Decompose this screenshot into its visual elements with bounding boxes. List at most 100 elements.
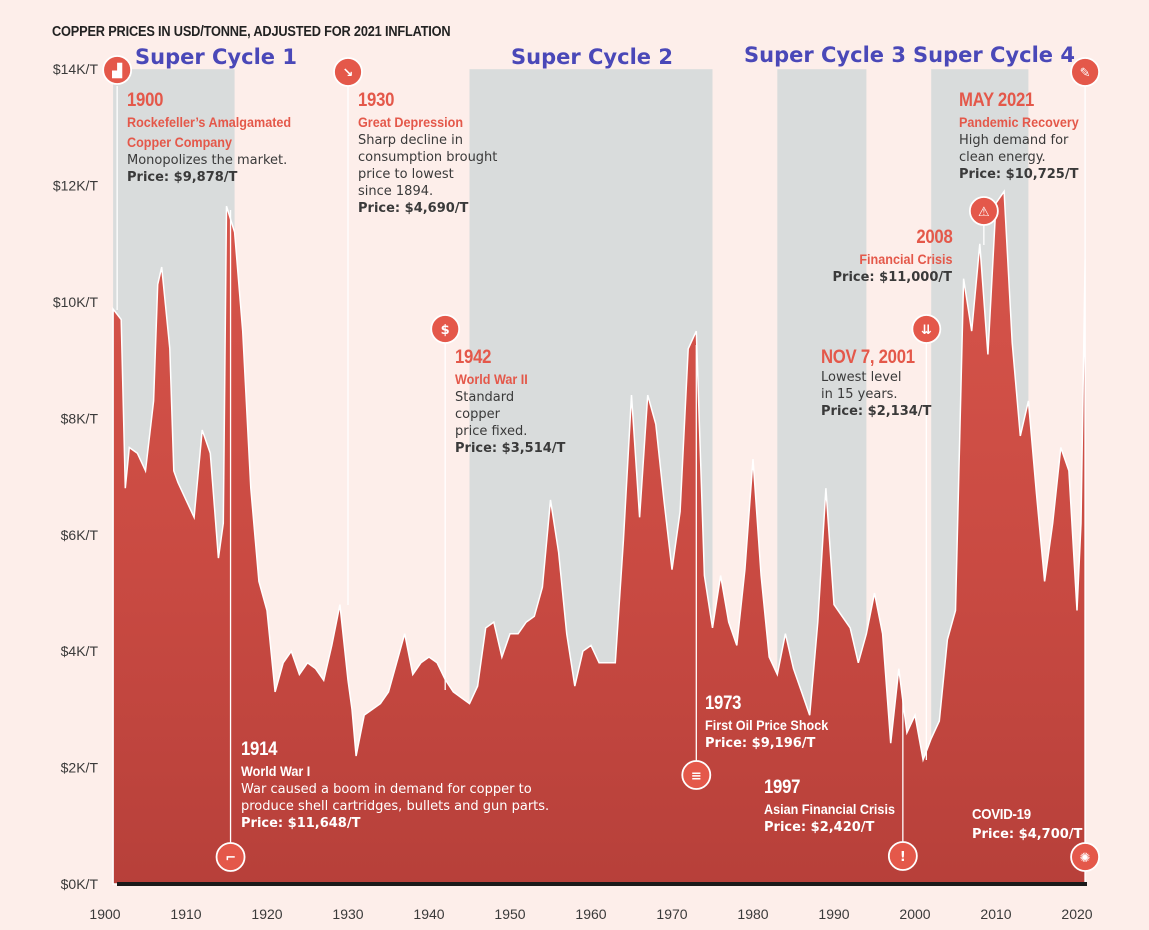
annotation-price: Price: $3,514/T: [455, 441, 566, 456]
annotation-year: 1942: [455, 347, 492, 368]
svg-text:✎: ✎: [1080, 66, 1091, 81]
x-tick-label: 2010: [980, 906, 1011, 922]
annotation-year: 1997: [764, 777, 801, 798]
price-area: [112, 189, 1086, 885]
y-tick-label: $2K/T: [61, 760, 99, 776]
x-tick-label: 1950: [494, 906, 525, 922]
annotation-description: price fixed.: [455, 424, 528, 439]
x-tick-label: 2020: [1061, 906, 1092, 922]
annotation-year: 1973: [705, 693, 742, 714]
annotation-price: Price: $2,134/T: [821, 404, 932, 419]
svg-text:⚠: ⚠: [978, 205, 990, 220]
x-tick-label: 1910: [170, 906, 201, 922]
annotation-price: Price: $4,690/T: [358, 201, 469, 216]
svg-text:⌐: ⌐: [225, 851, 236, 866]
x-tick-label: 1920: [251, 906, 282, 922]
annotation-1973: 1973 First Oil Price Shock Price: $9,196/T: [705, 693, 842, 752]
annotation-year: 1914: [241, 739, 278, 760]
y-tick-label: $8K/T: [61, 410, 99, 426]
x-tick-label: 1940: [413, 906, 444, 922]
annotation-price: Price: $11,000/T: [832, 270, 952, 285]
annotation-event: World War II: [455, 371, 528, 387]
annotation-nov-7-2001: NOV 7, 2001 Lowest level in 15 years. Price…: [821, 347, 931, 420]
x-tick-label: 1960: [575, 906, 606, 922]
annotation-description: Monopolizes the market.: [127, 153, 288, 168]
annotation-year: 1900: [127, 90, 164, 111]
svg-text:▟: ▟: [111, 62, 123, 79]
svg-text:≡: ≡: [691, 769, 702, 784]
annotation-year: 2008: [915, 227, 952, 248]
oil-barrel-icon: ≡: [681, 760, 712, 790]
annotation-year: MAY 2021: [959, 90, 1035, 111]
svg-text:⇊: ⇊: [921, 323, 932, 338]
annotation-event: Asian Financial Crisis: [764, 801, 895, 817]
annotation-description: consumption brought: [358, 150, 498, 165]
x-tick-label: 1970: [656, 906, 687, 922]
alert-icon: !: [887, 841, 918, 871]
warning-icon: ⚠: [968, 196, 999, 226]
factory-icon: ▟: [102, 55, 133, 85]
annotation-event: First Oil Price Shock: [705, 717, 829, 733]
x-tick-label: 1900: [89, 906, 120, 922]
annotation-description: High demand for: [959, 133, 1069, 148]
super-cycle-label-3: Super Cycle 3: [744, 43, 906, 67]
svg-text:!: !: [900, 850, 906, 865]
annotation-description: since 1894.: [358, 184, 434, 199]
annotation-event: Great Depression: [358, 114, 464, 130]
annotation-description: Lowest level: [821, 370, 902, 385]
annotation-price: Price: $9,878/T: [127, 170, 238, 185]
annotation-may-2021: MAY 2021 Pandemic Recovery High demand for…: [959, 90, 1092, 183]
annotation-event-line2: Copper Company: [127, 134, 233, 150]
annotation-event: World War I: [241, 763, 311, 779]
annotation-covid-19: COVID-19 Price: $4,700/T: [972, 804, 1082, 843]
down-arrows-icon: ⇊: [911, 314, 942, 344]
x-tick-label: 1980: [737, 906, 768, 922]
annotation-description: clean energy.: [959, 150, 1046, 165]
annotation-description: produce shell cartridges, bullets and gu…: [241, 799, 550, 814]
chart-title: COPPER PRICES IN USD/TONNE, ADJUSTED FOR…: [52, 24, 451, 40]
annotation-1942: 1942 World War II Standard copper price fixe…: [455, 347, 565, 457]
super-cycle-label-2: Super Cycle 2: [511, 45, 673, 69]
handgun-icon: ⌐: [215, 842, 246, 872]
y-tick-label: $14K/T: [53, 61, 99, 77]
annotation-price: Price: $4,700/T: [972, 827, 1083, 842]
annotation-description: War caused a boom in demand for copper t…: [241, 782, 532, 797]
annotation-event: Pandemic Recovery: [959, 114, 1079, 130]
x-tick-label: 1990: [818, 906, 849, 922]
annotation-description: Sharp decline in: [358, 133, 464, 148]
lock-icon: $: [430, 314, 461, 344]
y-tick-label: $10K/T: [53, 294, 99, 310]
annotation-2008: 2008 Financial Crisis Price: $11,000/T: [832, 227, 953, 286]
x-axis-baseline: [117, 882, 1087, 886]
annotation-event: Financial Crisis: [858, 251, 952, 267]
y-tick-label: $0K/T: [61, 876, 99, 892]
annotation-description: price to lowest: [358, 167, 454, 182]
annotation-description: Standard: [455, 390, 515, 405]
y-tick-label: $12K/T: [53, 178, 99, 194]
super-cycle-label-4: Super Cycle 4: [913, 43, 1075, 67]
annotation-1914: 1914 World War I War caused a boom in dema…: [241, 739, 549, 832]
declining-chart-icon: ↘: [333, 57, 363, 87]
y-tick-label: $6K/T: [61, 527, 99, 543]
annotation-price: Price: $9,196/T: [705, 736, 816, 751]
virus-icon: ✺: [1070, 842, 1100, 872]
clipboard-icon: ✎: [1070, 57, 1100, 87]
annotation-year: 1930: [358, 90, 395, 111]
annotation-1900: 1900 Rockefeller’s Amalgamated Copper Comp…: [127, 90, 309, 186]
annotation-price: Price: $11,648/T: [241, 816, 361, 831]
annotation-price: Price: $2,420/T: [764, 820, 875, 835]
svg-text:↘: ↘: [343, 66, 354, 81]
svg-text:✺: ✺: [1080, 851, 1091, 866]
annotation-1930: 1930 Great Depression Sharp decline in cons…: [358, 90, 497, 217]
annotation-event: Rockefeller’s Amalgamated: [127, 114, 292, 130]
x-tick-label: 1930: [332, 906, 363, 922]
annotation-year: NOV 7, 2001: [821, 347, 915, 368]
super-cycle-label-1: Super Cycle 1: [135, 45, 297, 69]
annotation-description: in 15 years.: [821, 387, 898, 402]
annotation-1997: 1997 Asian Financial Crisis Price: $2,420/…: [764, 777, 910, 836]
annotation-price: Price: $10,725/T: [959, 167, 1079, 182]
x-tick-label: 2000: [899, 906, 930, 922]
y-tick-label: $4K/T: [61, 643, 99, 659]
annotation-year: COVID-19: [972, 806, 1031, 823]
